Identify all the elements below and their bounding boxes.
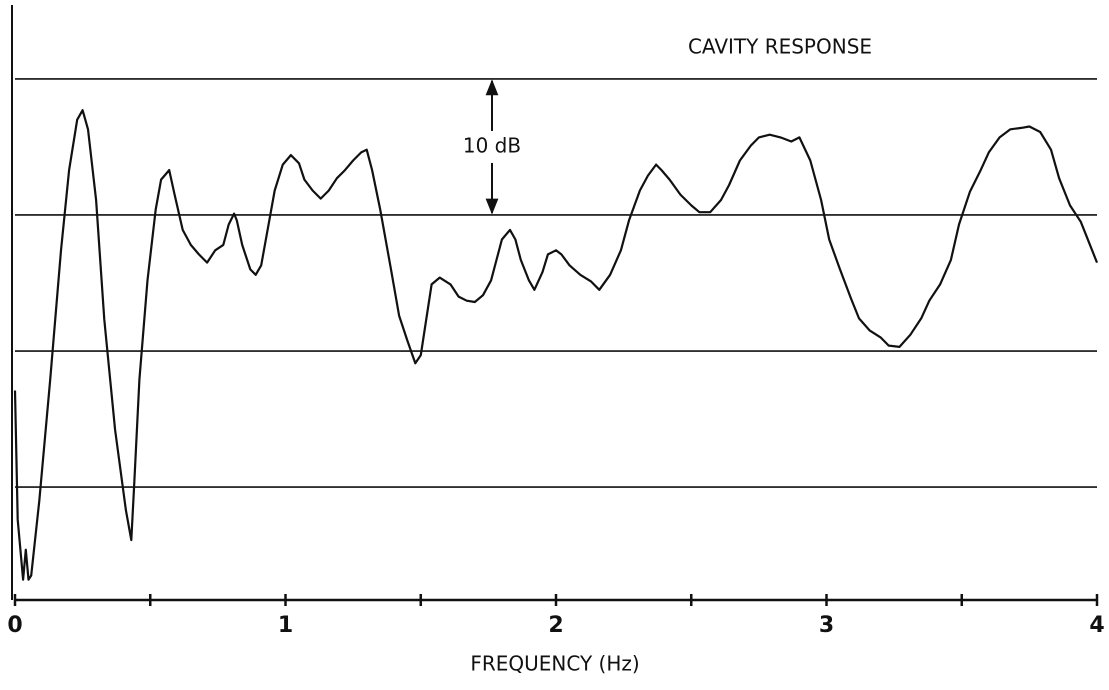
response-line [13,109,1099,581]
x-tick-label: 1 [278,613,293,638]
x-tick-label: 2 [548,613,563,638]
x-tick-label: 3 [819,613,834,638]
x-tick-label: 4 [1089,613,1104,638]
x-tick-label: 0 [7,613,22,638]
chart-title: CAVITY RESPONSE [688,35,872,59]
annotation-label: 10 dB [463,133,521,157]
annotation-bg [447,130,537,163]
x-axis-label: FREQUENCY (Hz) [470,652,639,676]
